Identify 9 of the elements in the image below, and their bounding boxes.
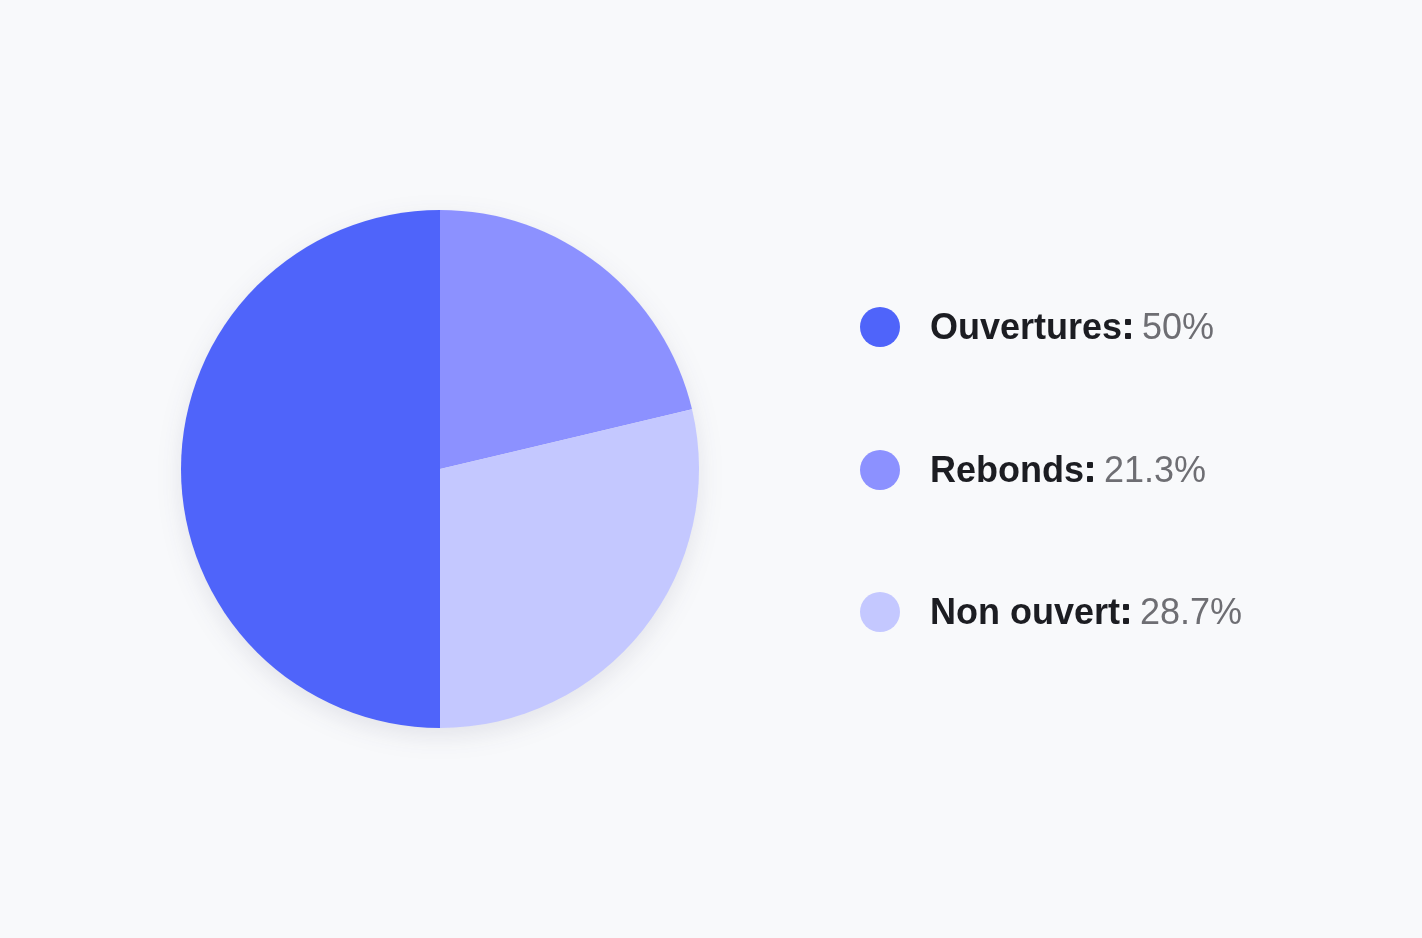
pie-slice <box>440 409 699 728</box>
data-label: 28.7% <box>1140 591 1243 632</box>
legend-label: Ouvertures <box>930 306 1123 347</box>
legend-label: Non ouvert <box>930 591 1121 632</box>
pie-slice <box>181 210 440 728</box>
pie-slice <box>440 210 693 469</box>
legend-label: Rebonds <box>930 448 1085 490</box>
data-label: 50% <box>1142 306 1215 347</box>
data-label: 21.3% <box>1104 448 1207 490</box>
